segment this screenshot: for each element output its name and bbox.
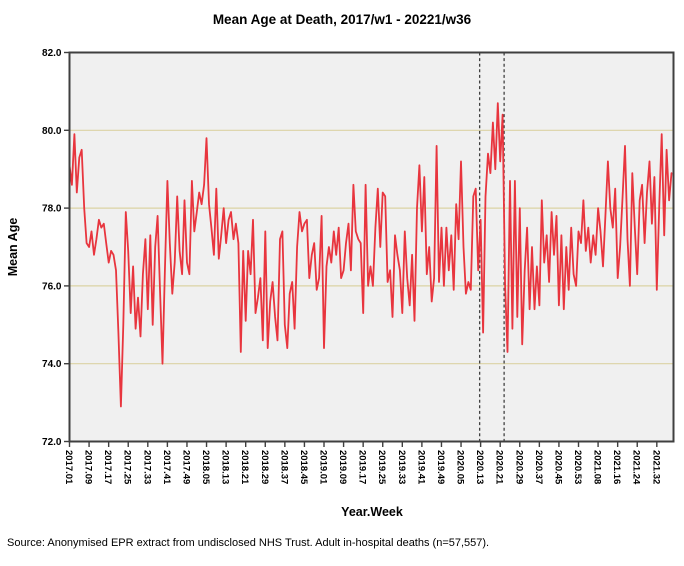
x-tick-label-2019.41: 2019.41	[415, 450, 426, 485]
x-tick-label-2017.49: 2017.49	[180, 450, 191, 484]
y-tick-label-76: 76.0	[42, 281, 62, 292]
x-tick-label-2019.25: 2019.25	[376, 450, 387, 485]
x-tick-label-2019.09: 2019.09	[337, 450, 348, 484]
y-tick-label-72: 72.0	[42, 437, 62, 448]
gridlines-group	[69, 129, 674, 365]
x-tick-label-2020.13: 2020.13	[474, 450, 485, 484]
y-tick-label-82: 82.0	[42, 48, 62, 59]
x-tick-label-2019.49: 2019.49	[435, 450, 446, 484]
y-axis-title: Mean Age	[6, 218, 20, 277]
x-tick-label-2018.29: 2018.29	[259, 450, 270, 484]
x-tick-labels-group: 2017.01 2017.09 2017.17 2017.25 2017.33 2017.…	[63, 450, 661, 485]
x-tick-label-2020.05: 2020.05	[455, 450, 466, 485]
plot-frame	[68, 51, 675, 443]
x-tick-label-2021.16: 2021.16	[611, 450, 622, 484]
x-tick-label-2017.33: 2017.33	[141, 450, 152, 484]
y-tick-labels-group: 82.0 80.0 78.0 76.0 74.0 72.0	[42, 48, 62, 448]
x-tick-label-2018.13: 2018.13	[220, 450, 231, 484]
y-tick-label-74: 74.0	[42, 359, 62, 370]
x-tick-label-2019.17: 2019.17	[357, 450, 368, 484]
x-tick-label-2019.01: 2019.01	[318, 450, 329, 485]
x-tick-label-2018.37: 2018.37	[278, 450, 289, 484]
x-tick-label-2021.32: 2021.32	[650, 450, 661, 484]
x-tick-label-2017.25: 2017.25	[122, 450, 133, 485]
x-tick-label-2018.05: 2018.05	[200, 450, 211, 485]
tick-marks-group	[64, 51, 658, 447]
x-tick-label-2019.33: 2019.33	[396, 450, 407, 484]
x-axis-title: Year.Week	[341, 505, 403, 519]
x-tick-label-2017.17: 2017.17	[102, 450, 113, 484]
y-tick-label-80: 80.0	[42, 126, 62, 137]
x-tick-label-2017.01: 2017.01	[63, 450, 74, 485]
x-tick-label-2020.21: 2020.21	[494, 450, 505, 485]
source-note: Source: Anonymised EPR extract from undi…	[7, 537, 489, 549]
x-tick-label-2018.45: 2018.45	[298, 450, 309, 485]
x-tick-label-2020.37: 2020.37	[533, 450, 544, 484]
chart-title: Mean Age at Death, 2017/w1 - 20221/w36	[213, 12, 472, 27]
x-tick-label-2020.45: 2020.45	[552, 450, 563, 485]
x-tick-label-2018.21: 2018.21	[239, 450, 250, 485]
x-tick-label-2017.09: 2017.09	[83, 450, 94, 484]
series-group	[68, 102, 673, 408]
x-tick-label-2020.29: 2020.29	[513, 450, 524, 484]
x-tick-label-2021.08: 2021.08	[592, 450, 603, 484]
x-tick-label-2021.24: 2021.24	[631, 450, 642, 485]
x-tick-label-2020.53: 2020.53	[572, 450, 583, 484]
mean-age-line	[68, 102, 673, 408]
y-tick-label-78: 78.0	[42, 204, 62, 215]
plot-area	[69, 52, 674, 442]
x-tick-label-2017.41: 2017.41	[161, 450, 172, 485]
